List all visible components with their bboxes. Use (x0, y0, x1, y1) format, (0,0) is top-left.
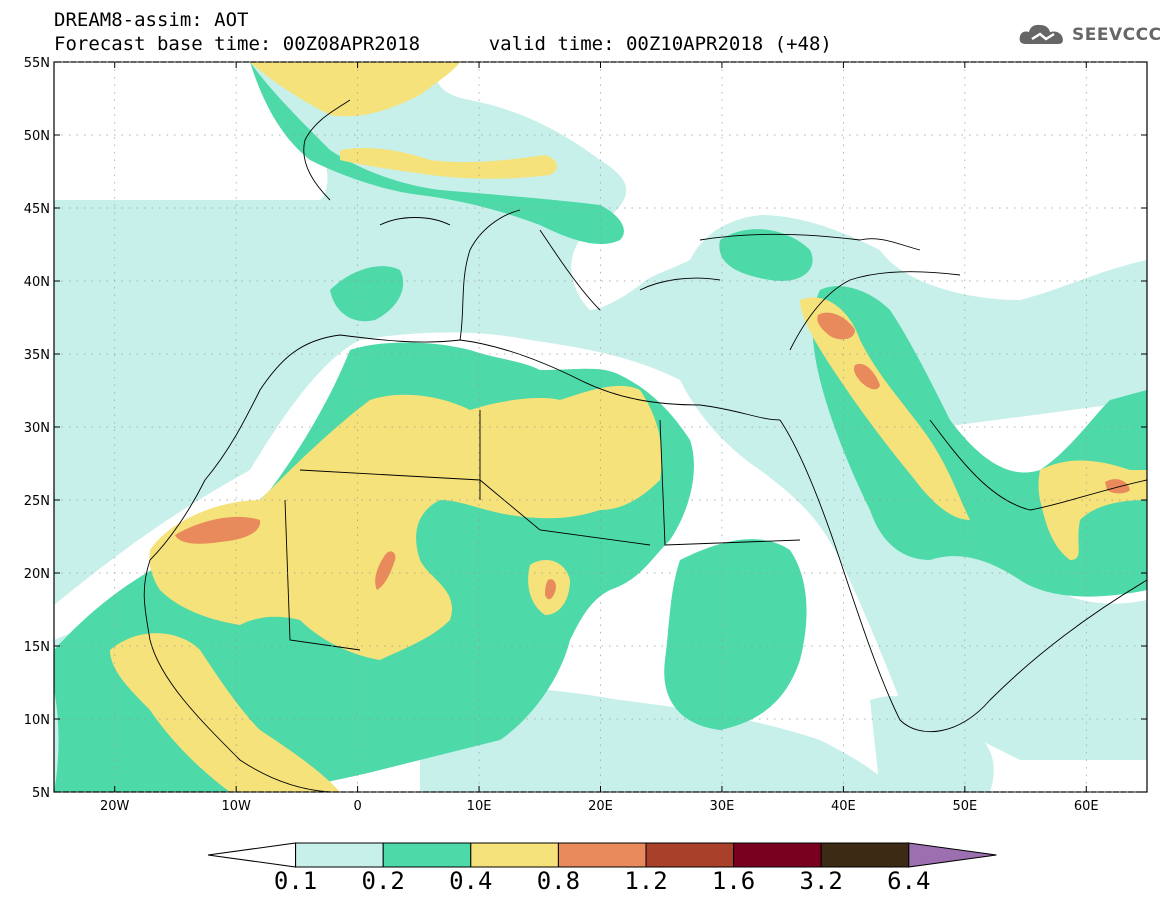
lon-tick-label: 0 (353, 799, 361, 814)
lon-tick-label: 10W (221, 799, 251, 814)
lon-tick-label: 60E (1074, 799, 1099, 814)
colorbar-segment (820, 842, 910, 868)
colorbar-segment (470, 842, 559, 868)
lat-tick-label: 15N (24, 640, 50, 655)
aot-orange-contours (175, 312, 1130, 600)
lat-tick-label: 40N (24, 275, 50, 290)
colorbar-min-arrow (207, 842, 297, 868)
lat-tick-label: 45N (24, 202, 50, 217)
colorbar-max-arrow (908, 842, 997, 868)
colorbar-segment (295, 842, 384, 868)
lon-tick-label: 20W (100, 799, 130, 814)
colorbar-level-label: 0.2 (362, 867, 405, 895)
colorbar-segment (645, 842, 735, 868)
lat-tick-label: 50N (24, 129, 50, 144)
colorbar-level-label: 3.2 (800, 867, 843, 895)
valid-time: valid time: 00Z10APR2018 (+48) (488, 33, 832, 55)
colorbar-segment (382, 842, 472, 868)
map-title-block: DREAM8-assim: AOT Forecast base time: 00… (54, 8, 832, 56)
colorbar-labels: 0.1 0.2 0.4 0.8 1.2 1.6 3.2 6.4 (274, 867, 931, 895)
lon-tick-label: 30E (710, 799, 735, 814)
cloud-logo-icon (1019, 24, 1063, 44)
colorbar-level-label: 6.4 (887, 867, 930, 895)
base-time: Forecast base time: 00Z08APR2018 (54, 33, 421, 55)
lat-tick-label: 10N (24, 713, 50, 728)
colorbar-level-label: 0.1 (274, 867, 317, 895)
lat-tick-labels: 5N 10N 15N 20N 25N 30N 35N 40N 45N 50N 55N (24, 56, 50, 801)
logo-text: SEEVCCC (1072, 25, 1162, 45)
colorbar-level-label: 1.6 (712, 867, 755, 895)
lat-tick-label: 25N (24, 494, 50, 509)
coastlines (143, 99, 1147, 792)
colorbar-level-label: 0.8 (537, 867, 580, 895)
aot-field (54, 62, 1147, 792)
time-info: Forecast base time: 00Z08APR2018 valid t… (54, 32, 832, 56)
lon-tick-label: 40E (831, 799, 856, 814)
lat-tick-label: 5N (32, 786, 50, 801)
lat-tick-label: 30N (24, 421, 50, 436)
colorbar-segment (557, 842, 647, 868)
colorbar (207, 842, 997, 868)
lat-tick-label: 35N (24, 348, 50, 363)
map-title: DREAM8-assim: AOT (54, 9, 249, 31)
lat-tick-label: 55N (24, 56, 50, 71)
lon-tick-label: 10E (467, 799, 492, 814)
lon-tick-label: 20E (588, 799, 613, 814)
colorbar-segment (733, 842, 822, 868)
graticule (54, 61, 1147, 793)
aot-yellow-contours (110, 62, 1147, 792)
lat-tick-label: 20N (24, 567, 50, 582)
lon-tick-label: 50E (952, 799, 977, 814)
seevccc-logo: SEEVCCC (1018, 22, 1162, 48)
lon-tick-labels: 20W 10W 0 10E 20E 30E 40E 50E 60E (100, 799, 1099, 814)
colorbar-level-label: 0.4 (449, 867, 492, 895)
axis-ticks (54, 61, 1147, 793)
colorbar-level-label: 1.2 (624, 867, 667, 895)
